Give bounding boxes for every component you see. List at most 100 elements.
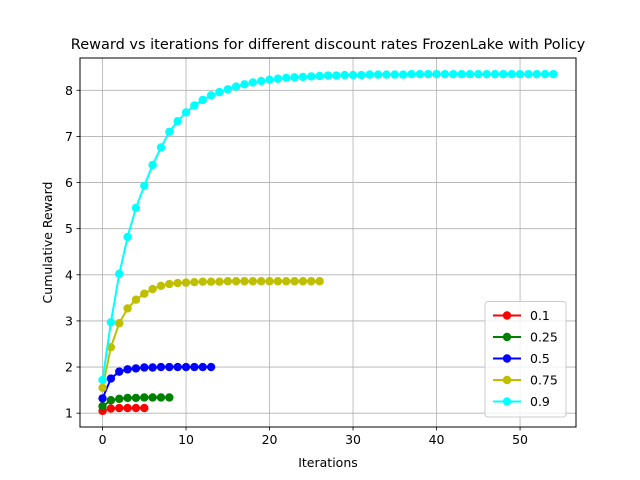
data-point xyxy=(248,277,258,286)
data-point xyxy=(449,69,458,79)
data-point xyxy=(156,393,166,402)
legend-label: 0.9 xyxy=(530,394,550,409)
data-point xyxy=(382,70,391,79)
data-point xyxy=(407,69,416,79)
data-point xyxy=(140,403,149,413)
data-point xyxy=(315,71,324,81)
data-point xyxy=(482,69,491,79)
data-point xyxy=(131,203,141,213)
data-point xyxy=(248,78,258,87)
data-point xyxy=(148,393,157,402)
data-point xyxy=(98,402,107,411)
data-point xyxy=(273,74,283,83)
data-point xyxy=(282,73,291,83)
data-point xyxy=(115,403,124,413)
data-point xyxy=(265,75,274,84)
legend-swatch-marker xyxy=(502,332,512,342)
data-point xyxy=(307,72,316,81)
data-point xyxy=(440,69,450,79)
data-point xyxy=(115,269,124,279)
data-point xyxy=(123,403,132,413)
data-point xyxy=(148,284,157,294)
y-tick-label: 5 xyxy=(65,221,73,236)
data-point xyxy=(165,393,174,402)
data-point xyxy=(515,69,525,79)
data-point xyxy=(215,277,224,286)
data-point xyxy=(98,394,107,403)
data-point xyxy=(140,181,149,190)
legend-box xyxy=(484,301,567,418)
data-point xyxy=(173,278,182,288)
data-point xyxy=(256,76,266,86)
series-0.1 xyxy=(98,403,149,416)
data-point xyxy=(240,80,249,89)
data-point xyxy=(115,394,124,404)
legend-item: 0.9 xyxy=(493,394,550,409)
data-point xyxy=(323,71,333,80)
data-point xyxy=(181,108,191,117)
legend-label: 0.5 xyxy=(530,351,550,366)
data-point xyxy=(123,232,132,242)
data-point xyxy=(282,277,291,286)
data-point xyxy=(307,277,316,286)
data-point xyxy=(507,69,516,79)
data-point xyxy=(115,319,124,328)
data-point xyxy=(106,374,116,383)
data-point xyxy=(273,277,283,286)
data-point xyxy=(256,277,266,286)
legend-label: 0.1 xyxy=(530,308,550,323)
data-point xyxy=(181,278,191,287)
x-tick-label: 20 xyxy=(262,432,278,447)
data-point xyxy=(123,393,132,403)
ticks: 0 10 20 30 40 50 1 2 3 4 5 6 7 8 xyxy=(65,83,528,447)
legend-swatch-marker xyxy=(502,375,512,385)
data-point xyxy=(474,69,483,79)
data-point xyxy=(206,277,216,286)
x-axis-label: Iterations xyxy=(298,455,358,470)
y-tick-label: 2 xyxy=(65,360,73,375)
data-point xyxy=(290,277,299,286)
data-point xyxy=(231,277,241,286)
data-point xyxy=(206,362,216,372)
x-tick-label: 40 xyxy=(429,432,445,447)
data-point xyxy=(156,143,166,152)
data-point xyxy=(140,363,149,372)
data-point xyxy=(206,91,216,100)
series-0.75 xyxy=(98,277,324,392)
data-point xyxy=(190,101,199,110)
data-point xyxy=(148,363,157,372)
data-point xyxy=(131,403,141,413)
data-point xyxy=(106,343,116,352)
data-point xyxy=(140,289,149,298)
data-point xyxy=(190,362,199,372)
data-point xyxy=(215,87,224,97)
data-point xyxy=(165,127,174,136)
data-point xyxy=(357,70,366,80)
data-point xyxy=(198,362,207,372)
data-point xyxy=(348,70,358,80)
data-point xyxy=(190,277,199,287)
data-point xyxy=(340,70,349,80)
x-tick-label: 50 xyxy=(512,432,528,447)
legend: 0.1 0.25 0.5 0.75 0.9 xyxy=(484,301,567,418)
y-tick-label: 7 xyxy=(65,129,73,144)
series-0.9 xyxy=(98,69,558,385)
data-point xyxy=(315,277,324,286)
data-point xyxy=(424,69,433,79)
data-point xyxy=(231,82,241,91)
series-0.25 xyxy=(98,393,174,411)
data-point xyxy=(131,393,141,403)
data-point xyxy=(298,72,308,82)
data-point xyxy=(532,69,541,79)
legend-swatch-marker xyxy=(502,311,512,320)
data-point xyxy=(465,69,475,79)
legend-item: 0.75 xyxy=(493,373,558,388)
data-point xyxy=(165,279,174,289)
data-point xyxy=(290,73,299,82)
legend-label: 0.75 xyxy=(530,373,558,388)
x-tick-label: 0 xyxy=(99,432,107,447)
legend-item: 0.1 xyxy=(493,308,550,323)
data-point xyxy=(198,95,207,105)
data-point xyxy=(98,375,107,385)
